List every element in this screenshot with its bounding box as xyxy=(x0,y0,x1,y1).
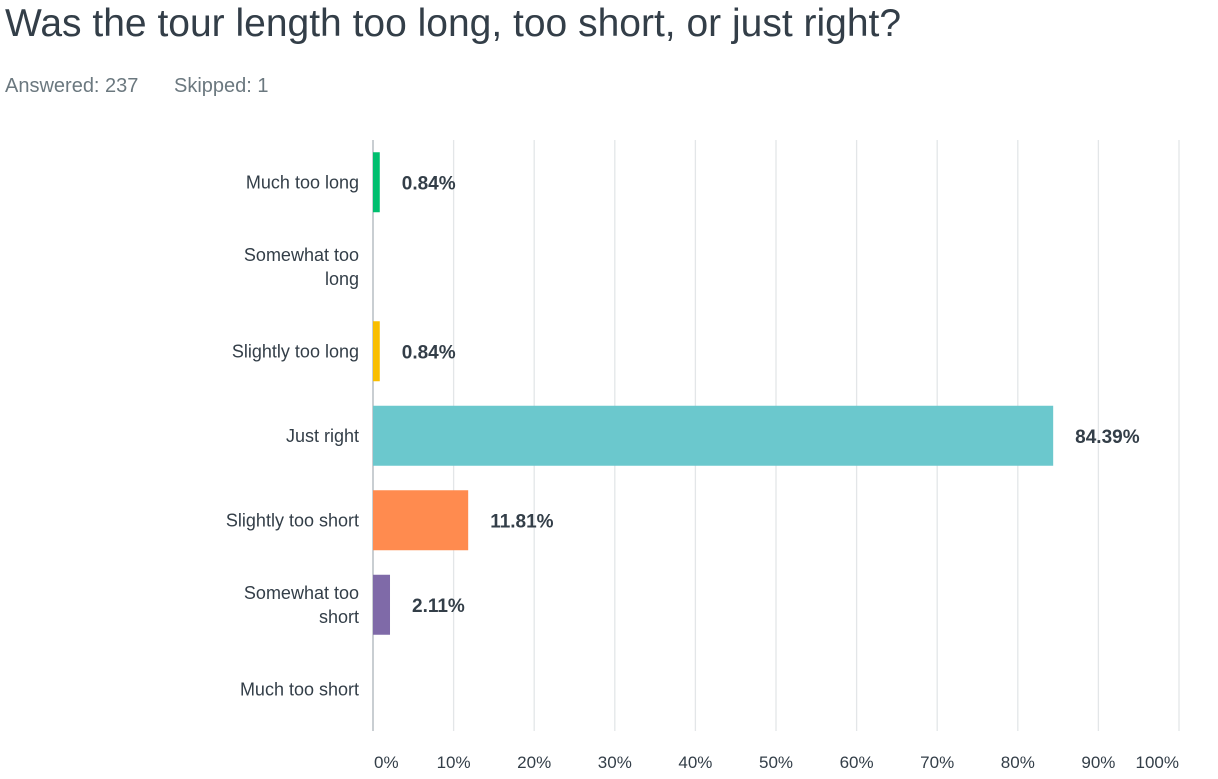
category-label: Somewhat too short xyxy=(244,583,359,627)
bar xyxy=(373,405,1054,466)
value-label: 0.84% xyxy=(402,342,456,363)
category-label: Much too long xyxy=(246,172,359,192)
x-tick-label: 60% xyxy=(840,753,874,772)
category-label: Just right xyxy=(286,426,359,446)
category-label: Much too short xyxy=(240,679,359,699)
answered-count: Answered: 237 xyxy=(5,75,139,97)
x-tick-label: 40% xyxy=(678,753,712,772)
x-tick-label: 70% xyxy=(920,753,954,772)
category-label: Slightly too short xyxy=(226,510,359,530)
x-tick-label: 100% xyxy=(1136,753,1179,772)
skipped-count: Skipped: 1 xyxy=(173,75,269,97)
response-stats: Answered: 237 Skipped: 1 xyxy=(5,75,269,98)
category-label: Somewhat too long xyxy=(244,245,359,289)
bar xyxy=(373,321,380,382)
x-tick-label: 20% xyxy=(517,753,551,772)
value-label: 84.39% xyxy=(1075,427,1140,448)
x-tick-label: 90% xyxy=(1081,753,1115,772)
value-label: 11.81% xyxy=(490,511,553,532)
x-tick-label: 30% xyxy=(598,753,632,772)
bar xyxy=(373,490,469,551)
x-tick-label: 0% xyxy=(374,753,399,772)
x-tick-label: 10% xyxy=(437,753,471,772)
category-label: Slightly too long xyxy=(232,341,359,361)
value-label: 2.11% xyxy=(412,596,465,617)
bar xyxy=(373,574,391,635)
value-label: 0.84% xyxy=(402,173,456,194)
x-tick-label: 80% xyxy=(1001,753,1035,772)
question-title: Was the tour length too long, too short,… xyxy=(5,2,902,45)
bar xyxy=(373,152,380,213)
x-tick-label: 50% xyxy=(759,753,793,772)
